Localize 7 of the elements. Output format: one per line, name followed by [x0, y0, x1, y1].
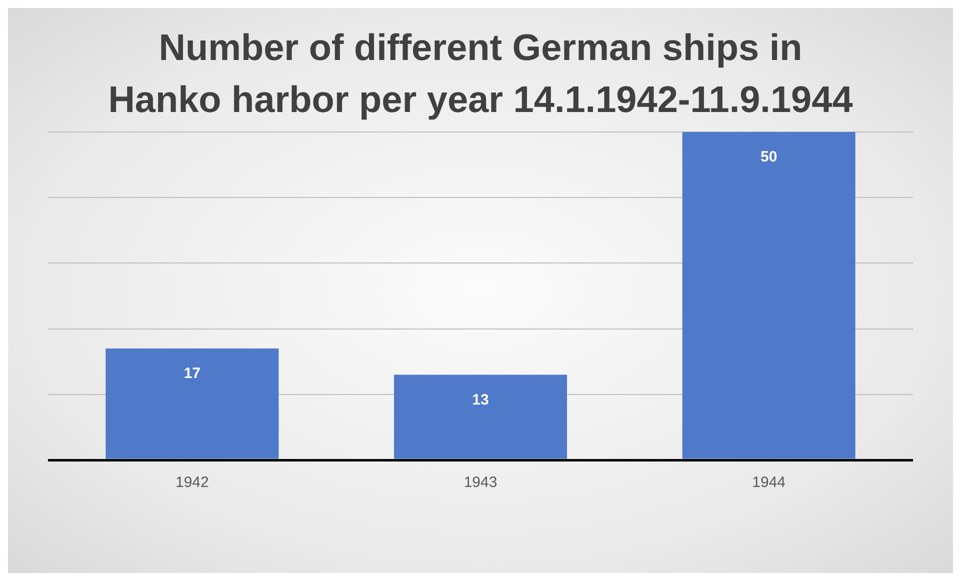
data-label: 17 [184, 365, 201, 382]
x-tick-label: 1943 [464, 474, 498, 492]
x-tick-label: 1944 [752, 474, 786, 492]
chart-title: Number of different German ships in Hanko harbor per year 14.1.1942-11.9.1944 [107, 26, 854, 122]
x-tick-label: 1942 [175, 474, 209, 492]
data-label: 50 [760, 148, 778, 166]
data-label: 13 [472, 391, 489, 408]
